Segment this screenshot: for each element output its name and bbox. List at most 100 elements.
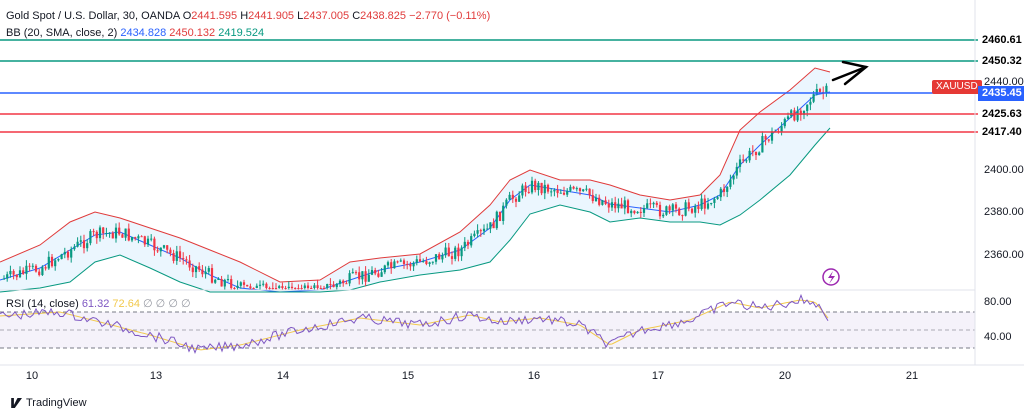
candle — [466, 239, 470, 250]
symbol-title[interactable]: Gold Spot / U.S. Dollar, 30, OANDA — [6, 10, 180, 22]
candle — [354, 270, 358, 275]
level-tag-1[interactable]: 2460.61 — [978, 33, 1024, 48]
bb-lower-line — [0, 127, 831, 293]
candle-body — [361, 271, 364, 280]
candle — [610, 198, 614, 211]
candle — [361, 271, 364, 285]
candle — [409, 261, 412, 271]
candle-body — [399, 260, 402, 262]
candle-body — [156, 250, 159, 252]
candle — [348, 270, 351, 287]
candle-body — [502, 205, 505, 221]
candle-body — [159, 247, 162, 252]
tradingview-branding[interactable]: TradingView — [4, 397, 87, 409]
candle-body — [601, 200, 604, 205]
candle — [44, 265, 47, 271]
candle-body — [706, 203, 710, 209]
candle — [543, 179, 546, 200]
candle-body — [12, 270, 15, 275]
candle — [652, 201, 655, 208]
candle — [700, 194, 703, 211]
candle-body — [306, 285, 310, 288]
candle-body — [143, 236, 146, 245]
candle — [201, 264, 204, 278]
bb-legend[interactable]: BB (20, SMA, close, 2) 2434.828 2450.132… — [6, 27, 264, 39]
candle — [620, 197, 623, 209]
bb-basis-value: 2434.828 — [120, 27, 167, 39]
candle — [255, 283, 258, 289]
candle-body — [194, 266, 198, 273]
candle-body — [310, 288, 313, 289]
candle-body — [438, 254, 441, 260]
level-tag-4[interactable]: 2425.63 — [978, 107, 1024, 122]
candle — [214, 278, 217, 284]
candle — [377, 269, 380, 278]
candle — [505, 198, 508, 209]
candle-body — [444, 247, 447, 256]
candle-body — [140, 236, 143, 238]
candle-body — [118, 227, 121, 235]
candle — [479, 228, 482, 237]
candle — [668, 204, 671, 215]
candle-body — [623, 200, 626, 209]
ohlc-legend: Gold Spot / U.S. Dollar, 30, OANDA O2441… — [6, 10, 491, 22]
candle — [601, 199, 604, 206]
candle-body — [556, 189, 559, 194]
candle — [98, 225, 102, 242]
candle-body — [162, 245, 166, 248]
candle — [310, 285, 313, 289]
candle-body — [303, 285, 306, 288]
candle-body — [748, 150, 751, 161]
candle — [546, 183, 550, 194]
candle — [172, 249, 175, 264]
candle-body — [217, 279, 220, 281]
candle — [783, 117, 786, 129]
level-tag-2[interactable]: 2450.32 — [978, 54, 1024, 69]
candle-body — [335, 283, 338, 288]
candle — [185, 256, 188, 265]
candle-body — [415, 259, 418, 263]
candle — [124, 228, 127, 241]
alert-icon[interactable] — [822, 268, 840, 286]
candle-body — [550, 191, 553, 193]
candle — [540, 182, 543, 196]
candle — [454, 245, 457, 262]
candle-body — [332, 284, 335, 288]
candle — [374, 267, 377, 276]
candle — [332, 281, 335, 288]
candle — [687, 198, 690, 212]
candle-body — [610, 202, 614, 208]
candle — [50, 254, 54, 268]
time-axis-label: 16 — [527, 370, 541, 382]
candle — [18, 266, 22, 279]
candle — [258, 280, 262, 290]
candle-body — [252, 288, 255, 289]
candle-body — [396, 261, 399, 263]
candle-body — [658, 204, 662, 217]
arrow-annotation[interactable] — [831, 60, 869, 86]
candle-body — [402, 260, 406, 264]
candle — [57, 258, 60, 262]
level-tag-5[interactable]: 2417.40 — [978, 125, 1024, 140]
candle-body — [290, 286, 294, 288]
candle — [646, 198, 649, 210]
candle-body — [198, 266, 201, 270]
candle — [159, 247, 162, 257]
candle-body — [31, 265, 34, 267]
candle-body — [89, 231, 92, 244]
candle-body — [466, 241, 470, 246]
candle — [274, 283, 278, 290]
candle — [166, 245, 169, 254]
low-value: 2437.005 — [303, 10, 350, 22]
candle — [447, 242, 450, 257]
candle — [22, 267, 25, 275]
candle-body — [751, 150, 754, 152]
candle-body — [342, 280, 345, 284]
rsi-legend[interactable]: RSI (14, close) 61.32 72.64 ∅ ∅ ∅ ∅ — [6, 298, 191, 310]
level-tag-3[interactable]: 2435.45 — [978, 86, 1024, 101]
candle — [188, 254, 191, 271]
bb-upper-value: 2450.132 — [169, 27, 216, 39]
candle-body — [57, 259, 60, 261]
candle-body — [124, 228, 127, 238]
